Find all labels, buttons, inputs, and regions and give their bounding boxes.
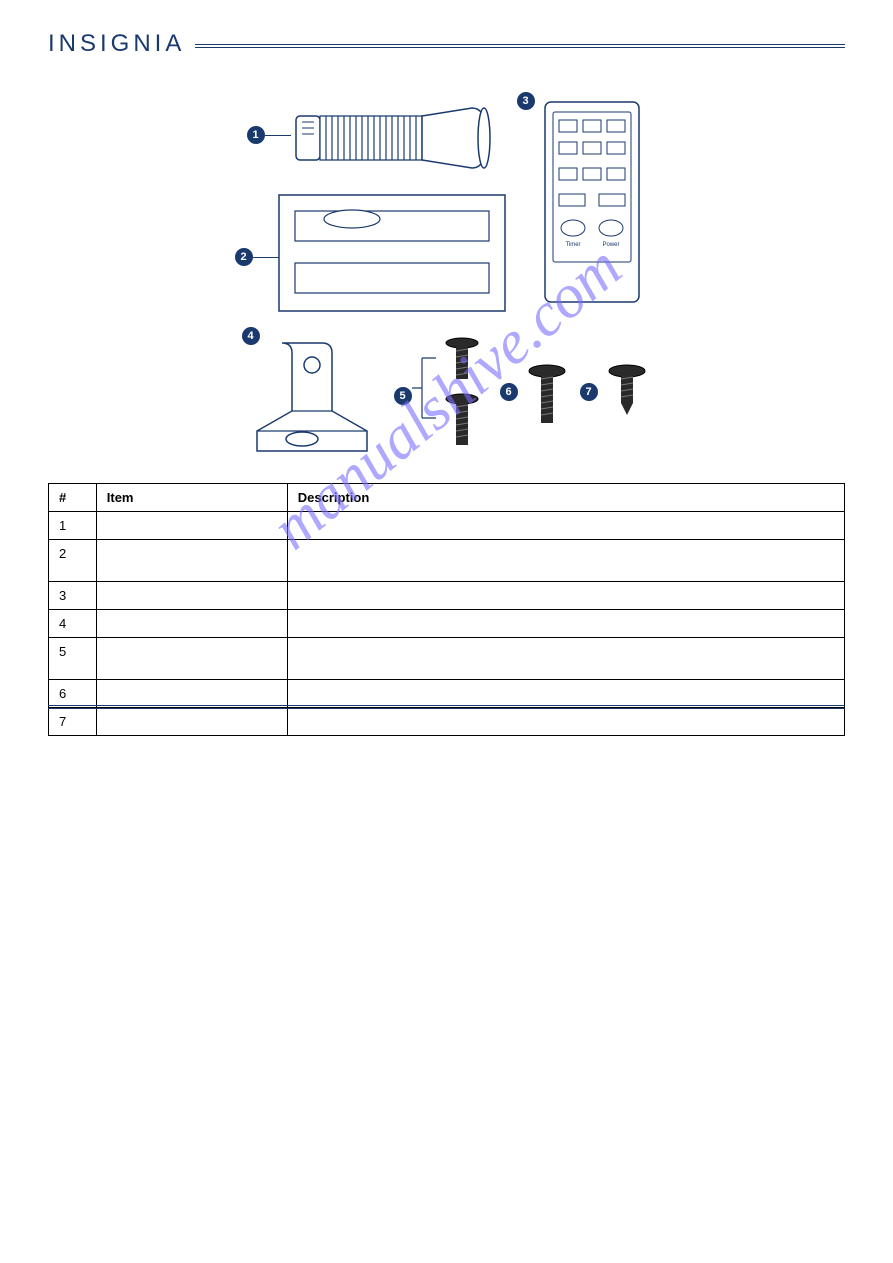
th-num: # — [49, 484, 97, 512]
table-row: 2 — [49, 540, 845, 582]
header-rule — [195, 44, 845, 45]
bracket-leader-5 — [412, 353, 442, 423]
callout-4: 4 — [242, 327, 260, 345]
diagram-item-3-wrap: 3 Timer Power — [537, 98, 647, 313]
footer-rule — [48, 705, 845, 706]
cell-desc — [287, 582, 844, 610]
diagram-row-bottom: 4 — [48, 333, 845, 468]
callout-5: 5 — [394, 387, 412, 405]
cell-desc — [287, 708, 844, 736]
callout-2: 2 — [235, 248, 253, 266]
diagram-item-6-wrap: 6 — [522, 333, 572, 448]
table-row: 1 — [49, 512, 845, 540]
cell-num: 6 — [49, 680, 97, 708]
brand-logo: INSIGNIA — [48, 30, 185, 58]
cell-desc — [287, 610, 844, 638]
window-kit-icon — [277, 193, 507, 313]
table-row: 4 — [49, 610, 845, 638]
bracket-icon — [242, 333, 372, 463]
cell-num: 4 — [49, 610, 97, 638]
remote-control-icon: Timer Power — [537, 98, 647, 308]
parts-diagram: 1 2 3 — [48, 98, 845, 468]
diagram-item-7-wrap: 7 — [602, 333, 652, 438]
cell-item — [96, 582, 287, 610]
leader-2 — [253, 257, 279, 258]
callout-7: 7 — [580, 383, 598, 401]
table-row: 6 — [49, 680, 845, 708]
cell-desc — [287, 638, 844, 680]
th-item: Item — [96, 484, 287, 512]
cell-num: 7 — [49, 708, 97, 736]
cell-num: 1 — [49, 512, 97, 540]
svg-text:Power: Power — [602, 242, 619, 248]
cell-desc — [287, 540, 844, 582]
table-row: 3 — [49, 582, 845, 610]
callout-1: 1 — [247, 126, 265, 144]
cell-item — [96, 610, 287, 638]
diagram-item-5-wrap: 5 — [402, 333, 492, 458]
screw-icon — [522, 363, 572, 443]
diagram-item-1-2-wrap: 1 2 — [247, 98, 507, 318]
hose-icon — [292, 98, 502, 178]
diagram-row-top: 1 2 3 — [48, 98, 845, 318]
cell-item — [96, 512, 287, 540]
screw-short-icon — [602, 363, 652, 433]
page-header: INSIGNIA — [48, 30, 845, 58]
cell-item — [96, 638, 287, 680]
cell-num: 3 — [49, 582, 97, 610]
callout-6: 6 — [500, 383, 518, 401]
th-desc: Description — [287, 484, 844, 512]
cell-item — [96, 680, 287, 708]
parts-table: # Item Description 1 2 3 4 — [48, 483, 845, 736]
callout-3: 3 — [517, 92, 535, 110]
diagram-item-4-wrap: 4 — [242, 333, 372, 468]
cell-item — [96, 540, 287, 582]
cell-num: 2 — [49, 540, 97, 582]
cell-desc — [287, 512, 844, 540]
manual-page: INSIGNIA — [0, 0, 893, 766]
table-row: 7 — [49, 708, 845, 736]
cell-num: 5 — [49, 638, 97, 680]
cell-desc — [287, 680, 844, 708]
table-header-row: # Item Description — [49, 484, 845, 512]
table-row: 5 — [49, 638, 845, 680]
leader-1 — [265, 135, 291, 136]
cell-item — [96, 708, 287, 736]
svg-text:Timer: Timer — [565, 242, 580, 248]
